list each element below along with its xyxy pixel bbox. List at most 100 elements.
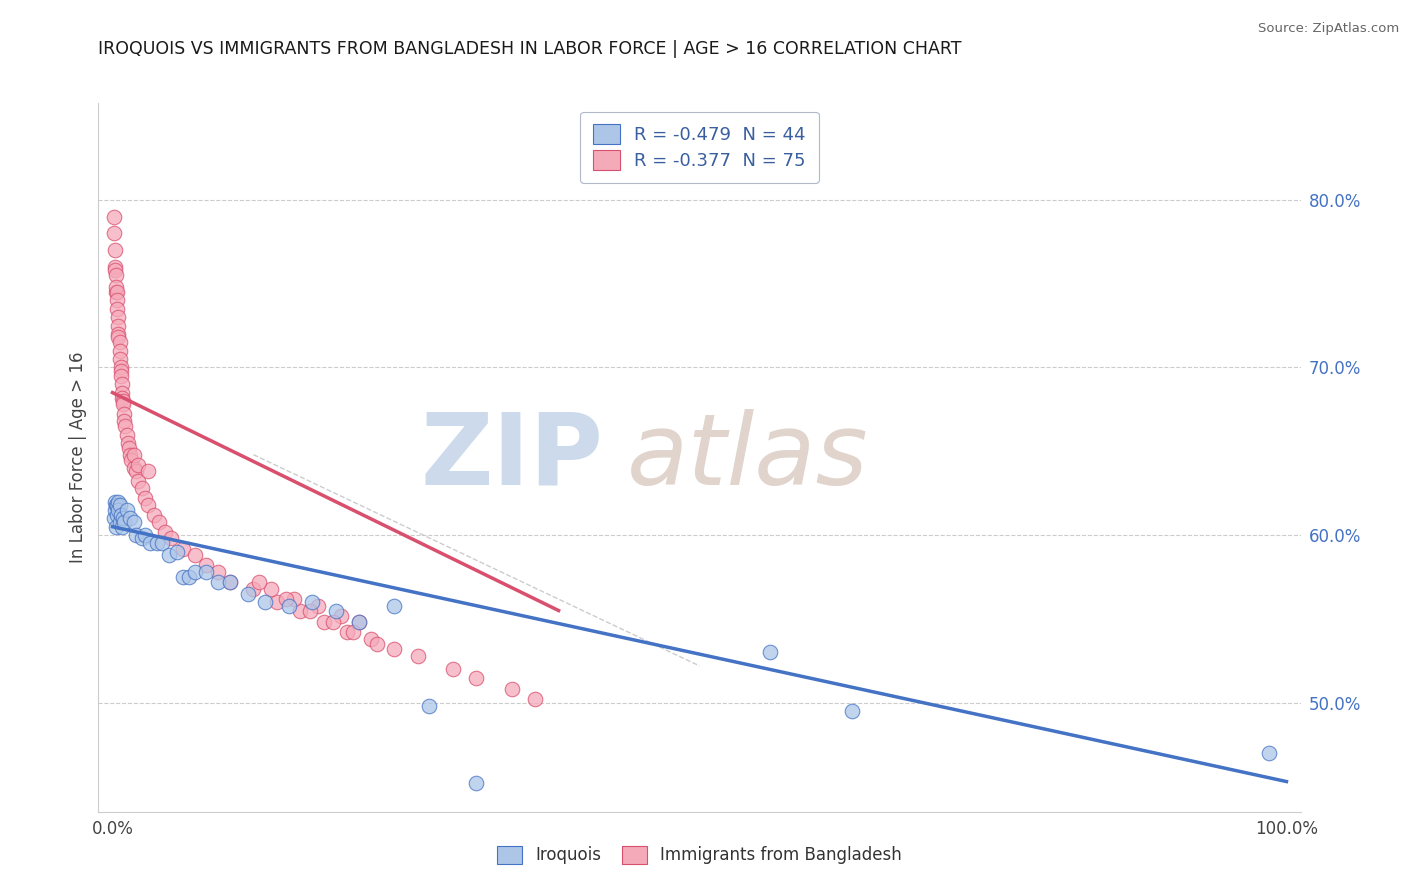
Point — [105, 498, 128, 512]
Point — [107, 310, 129, 325]
Point — [117, 436, 139, 450]
Point — [134, 528, 156, 542]
Point — [283, 591, 305, 606]
Text: Source: ZipAtlas.com: Source: ZipAtlas.com — [1258, 22, 1399, 36]
Point — [501, 682, 523, 697]
Point — [236, 587, 259, 601]
Point — [107, 503, 129, 517]
Point — [139, 536, 162, 550]
Point — [104, 503, 127, 517]
Point — [103, 210, 125, 224]
Point — [120, 452, 142, 467]
Point — [127, 458, 149, 472]
Point — [157, 548, 180, 562]
Point — [150, 536, 173, 550]
Point — [108, 335, 131, 350]
Point — [104, 243, 127, 257]
Point — [441, 662, 464, 676]
Point — [347, 615, 370, 630]
Point — [136, 498, 159, 512]
Point — [110, 360, 132, 375]
Point — [105, 268, 128, 283]
Point — [112, 414, 135, 428]
Point — [112, 515, 135, 529]
Point — [127, 475, 149, 489]
Point — [111, 377, 134, 392]
Point — [325, 603, 347, 617]
Point — [104, 494, 127, 508]
Point — [307, 599, 329, 613]
Point — [301, 595, 323, 609]
Point — [172, 541, 194, 556]
Point — [114, 419, 136, 434]
Point — [107, 330, 129, 344]
Point — [290, 603, 312, 617]
Point — [155, 524, 177, 539]
Point — [260, 582, 283, 596]
Point — [103, 227, 125, 241]
Text: IROQUOIS VS IMMIGRANTS FROM BANGLADESH IN LABOR FORCE | AGE > 16 CORRELATION CHA: IROQUOIS VS IMMIGRANTS FROM BANGLADESH I… — [98, 40, 962, 58]
Point — [266, 595, 288, 609]
Point — [841, 704, 863, 718]
Point — [108, 343, 131, 358]
Point — [336, 625, 359, 640]
Y-axis label: In Labor Force | Age > 16: In Labor Force | Age > 16 — [69, 351, 87, 563]
Point — [160, 532, 183, 546]
Point — [524, 692, 547, 706]
Point — [465, 776, 488, 790]
Point — [183, 565, 205, 579]
Point — [125, 528, 148, 542]
Point — [131, 481, 153, 495]
Text: atlas: atlas — [627, 409, 869, 506]
Point — [134, 491, 156, 506]
Point — [118, 441, 141, 455]
Point — [115, 503, 138, 517]
Point — [107, 326, 129, 341]
Point — [104, 260, 127, 274]
Point — [122, 448, 145, 462]
Point — [110, 364, 132, 378]
Point — [148, 515, 170, 529]
Point — [112, 394, 135, 409]
Point — [115, 427, 138, 442]
Point — [103, 511, 125, 525]
Point — [298, 603, 321, 617]
Point — [111, 385, 134, 400]
Point — [131, 532, 153, 546]
Point — [125, 464, 148, 478]
Point — [242, 582, 264, 596]
Point — [1257, 746, 1279, 760]
Point — [177, 570, 200, 584]
Point — [142, 508, 165, 522]
Point — [330, 608, 353, 623]
Point — [382, 599, 405, 613]
Point — [105, 285, 128, 299]
Point — [382, 642, 405, 657]
Point — [207, 575, 229, 590]
Point — [107, 494, 129, 508]
Point — [195, 565, 218, 579]
Point — [276, 591, 298, 606]
Point — [277, 599, 299, 613]
Point — [105, 280, 128, 294]
Point — [172, 570, 194, 584]
Point — [254, 595, 277, 609]
Legend: Iroquois, Immigrants from Bangladesh: Iroquois, Immigrants from Bangladesh — [488, 836, 911, 874]
Point — [112, 397, 135, 411]
Point — [366, 637, 388, 651]
Point — [108, 515, 131, 529]
Point — [110, 368, 132, 383]
Point — [136, 464, 159, 478]
Point — [406, 648, 429, 663]
Point — [342, 625, 364, 640]
Point — [108, 498, 131, 512]
Point — [759, 645, 782, 659]
Point — [120, 448, 142, 462]
Point — [146, 536, 169, 550]
Text: ZIP: ZIP — [420, 409, 603, 506]
Point — [112, 511, 135, 525]
Point — [166, 545, 188, 559]
Point — [107, 318, 129, 333]
Point — [360, 632, 382, 646]
Point — [111, 519, 134, 533]
